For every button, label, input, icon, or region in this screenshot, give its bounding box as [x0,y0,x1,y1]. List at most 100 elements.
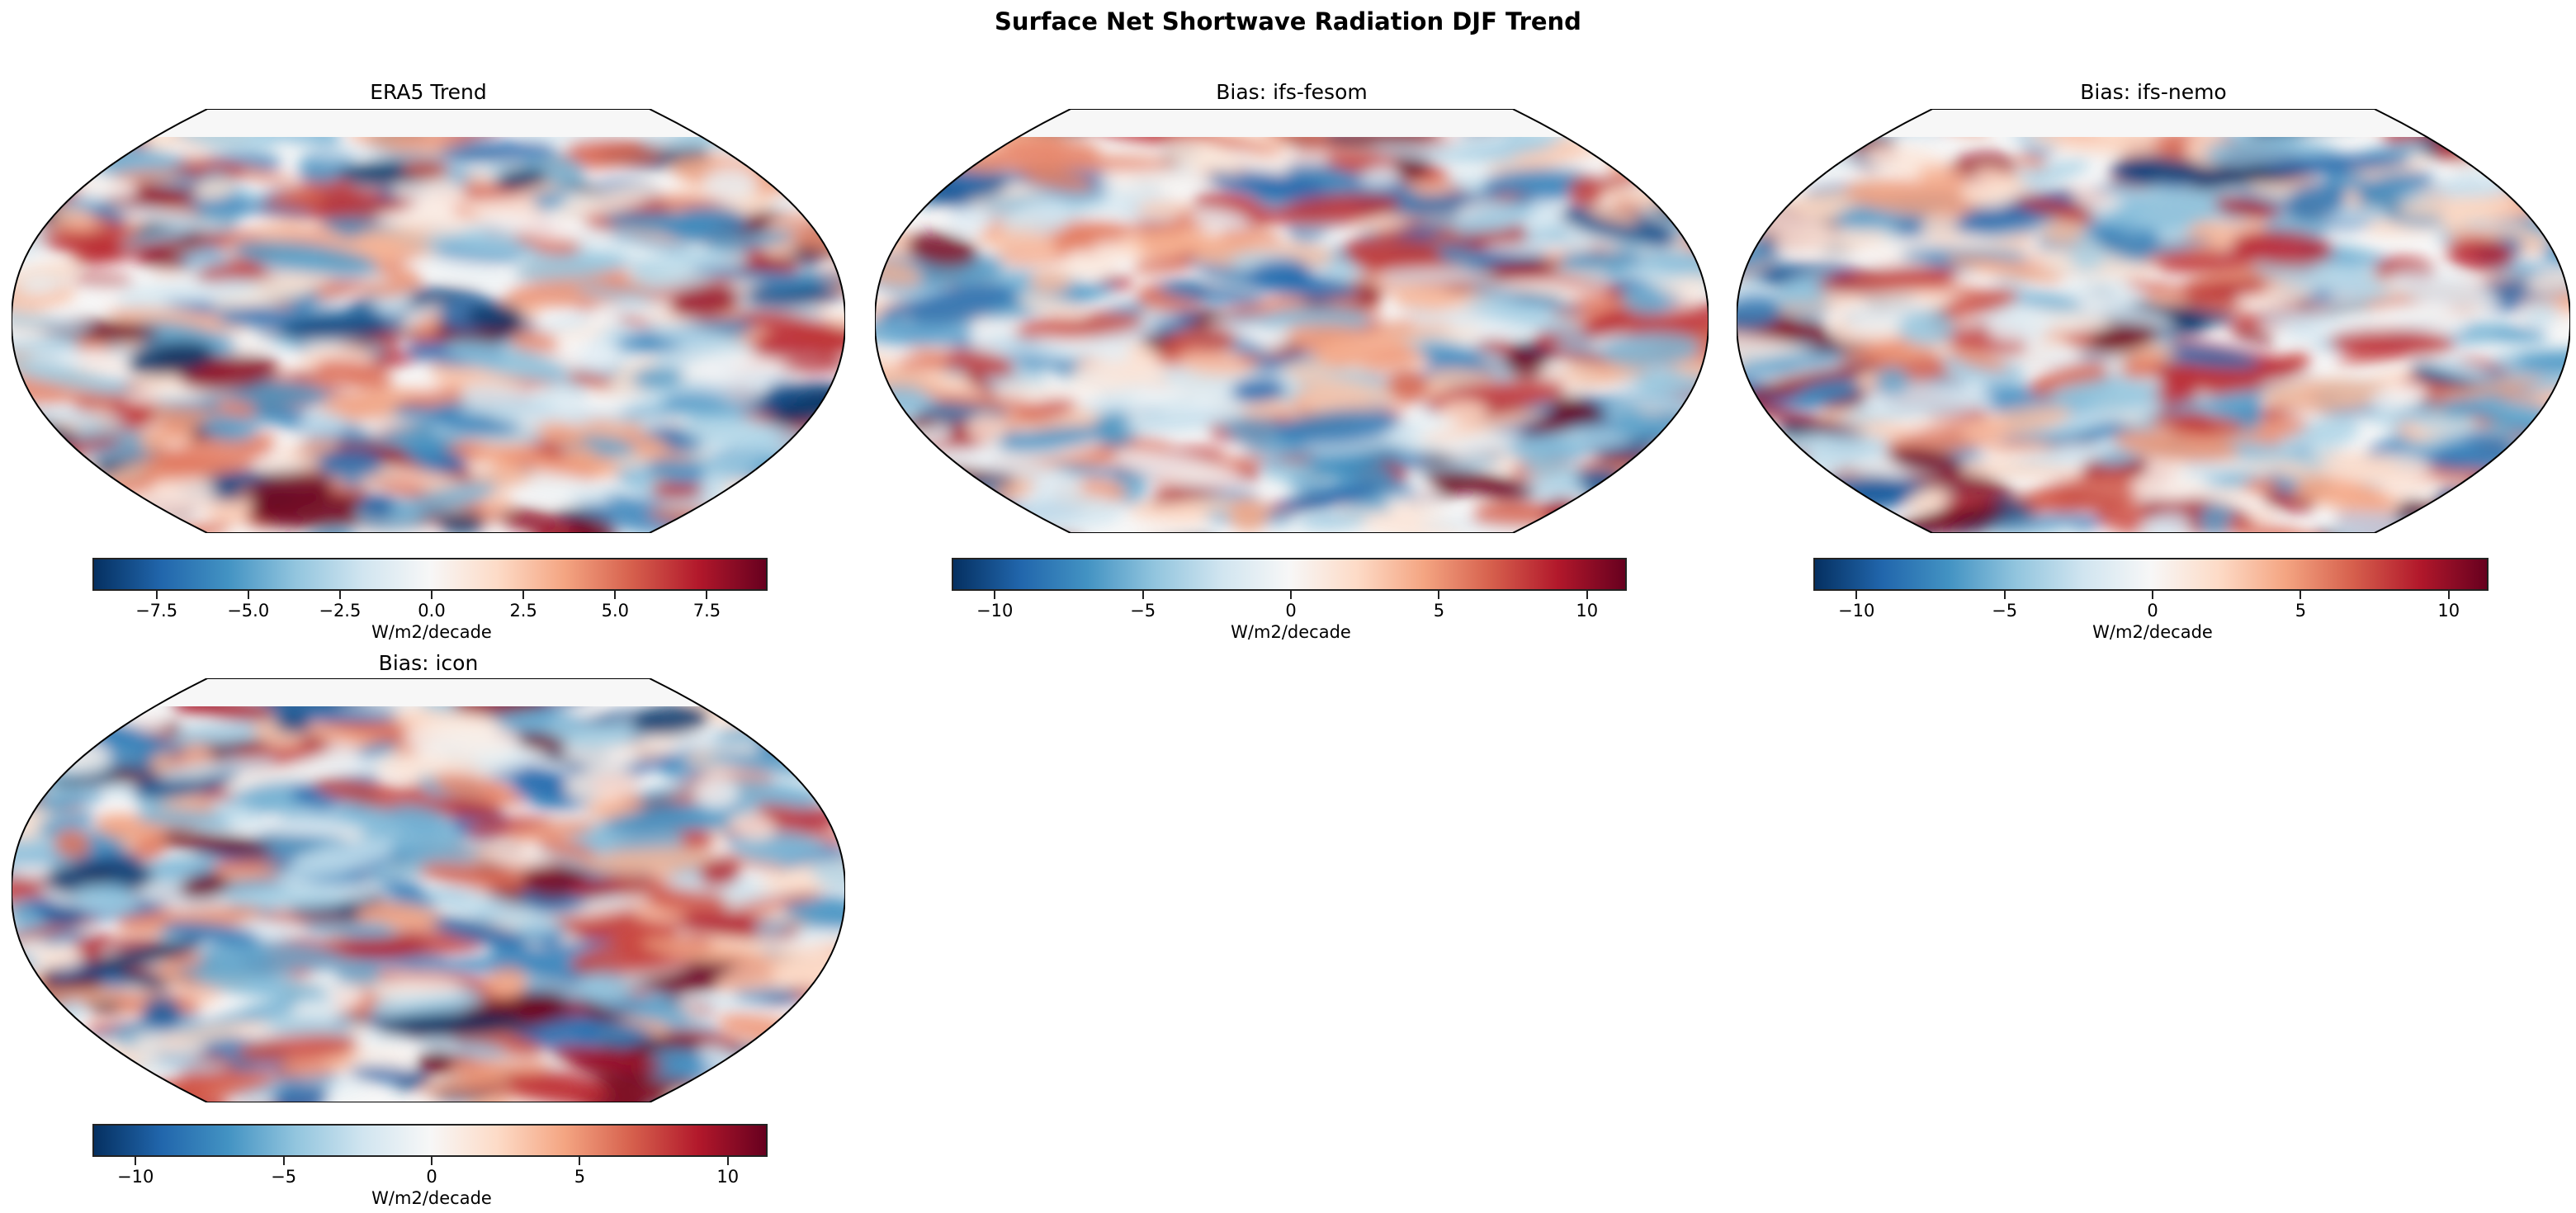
field-blob [1622,283,1668,316]
field-blob [401,158,449,180]
field-blob [179,874,229,899]
polar-region [875,109,1709,137]
field-blob [1671,361,1709,379]
field-blob [1629,459,1709,486]
field-blob [875,147,973,176]
field-blob [574,286,653,301]
field-blob [2356,171,2435,198]
field-blob [12,284,78,319]
colorbar: −10 −5 0 5 10 W/m2/decade [92,1124,768,1208]
field-blob [43,519,105,533]
field-blob [2328,328,2455,357]
colorbar-tick-label: 0.0 [418,601,446,621]
field-blob [92,1064,144,1077]
field-blob [1093,411,1137,448]
field-blob [925,391,1050,412]
field-blob [1439,399,1488,423]
field-blob [421,457,466,474]
polar-region [1737,109,2570,137]
field-blob [2285,182,2347,220]
field-blob [1669,205,1709,222]
field-blob [1297,512,1369,530]
field-blob [1231,377,1286,404]
colorbar-tick-label: −5 [1992,601,2018,621]
field-blob [2446,236,2515,271]
field-blob [1240,348,1300,363]
field-blob [749,678,845,696]
field-blob [13,678,83,682]
field-blob [726,694,822,723]
field-blob [1558,530,1704,533]
field-blob [484,852,555,865]
field-blob [1379,269,1496,282]
field-blob [122,529,197,533]
colorbar-tick [1290,591,1292,599]
colorbar-tick-label: 5 [2295,601,2307,621]
field-blob [560,447,598,461]
panel-title: Bias: ifs-nemo [2080,80,2227,104]
field-blob [12,109,106,120]
field-blob [136,251,187,270]
field-blob [1465,300,1586,335]
field-blob [12,720,56,743]
field-blob [643,323,754,352]
field-blob [747,678,835,679]
field-blob [563,371,613,388]
colorbar-tick-label: −10 [976,601,1014,621]
field-blob [875,499,942,525]
field-blob [1991,513,2087,533]
field-blob [225,819,366,836]
field-blob [1277,485,1380,512]
field-blob [2063,296,2175,327]
colorbar-tick-label: −10 [1838,601,1875,621]
field-blob [754,678,845,715]
field-blob [1595,109,1699,139]
field-blob [72,238,199,266]
field-blob [2296,477,2394,512]
field-blob [36,810,96,835]
field-blob [532,191,566,210]
field-blob [522,253,645,267]
field-blob [2224,521,2341,533]
field-blob [1419,411,1545,444]
field-blob [1742,364,1876,400]
field-blob [1267,271,1359,299]
field-blob [551,183,660,220]
field-blob [415,1050,454,1074]
field-blob [2126,158,2255,188]
map-3 [12,678,845,1102]
field-blob [232,240,380,276]
field-blob [642,1047,707,1081]
field-blob [1129,384,1184,407]
field-blob [1846,531,1900,533]
field-blob [1737,294,1782,331]
colorbar-tick [614,591,617,599]
field-blob [647,459,708,484]
colorbar-tick [2003,591,2006,599]
field-blob [12,173,76,206]
field-blob [1854,232,2002,253]
field-blob [1751,494,1813,520]
field-blob [536,421,585,448]
field-blob [445,340,570,382]
field-blob [714,131,806,151]
field-blob [875,123,952,141]
field-blob [12,1091,131,1102]
field-blob [1945,255,2065,282]
field-blob [631,703,710,736]
field-blob [423,886,559,931]
field-blob [135,809,233,828]
colorbar-tick [431,591,432,599]
field-blob [2001,159,2091,190]
field-blob [314,359,394,390]
colorbar-tick [706,591,708,599]
colorbar-tick-label: 10 [1576,601,1599,621]
field-blob [2089,323,2159,352]
field-blob [373,991,475,1008]
field-blob [631,367,684,389]
colorbar-tick-label: −7.5 [135,601,178,621]
field-blob [777,1091,831,1102]
field-blob [391,405,437,418]
field-blob [506,1060,549,1074]
field-blob [2258,310,2342,327]
